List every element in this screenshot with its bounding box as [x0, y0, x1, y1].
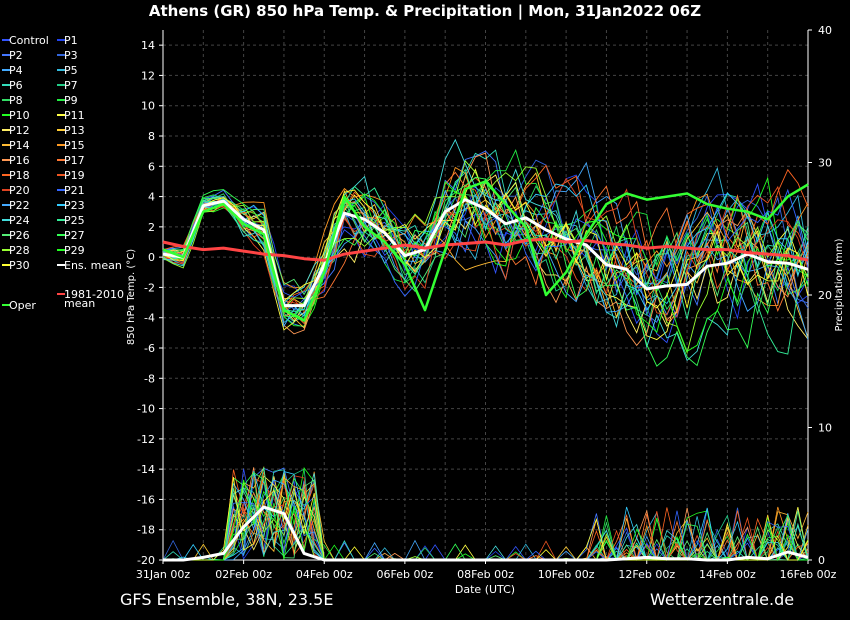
- y-tick-label: 6: [148, 160, 155, 173]
- y-tick-label: 4: [148, 191, 155, 204]
- legend-label: P10: [9, 109, 30, 122]
- x-tick-label: 10Feb 00z: [538, 568, 595, 581]
- y-tick-label: -2: [144, 281, 155, 294]
- legend-label: P11: [64, 109, 85, 122]
- y-axis-left: 14 12 10 8 6 4 2 0 -2 -4 -6 -8 -10 -12 -14 -16 -18 -20: [137, 39, 163, 567]
- climate-mean-line: [162, 237, 809, 262]
- legend: Control P1 P2 P3 P4 P5 P6 P7 P8 P9 P10 P11 P12 P13 P14…: [2, 34, 124, 312]
- source-credit: Wetterzentrale.de: [650, 590, 795, 609]
- legend-label: P23: [64, 199, 85, 212]
- y-tick-label: -16: [137, 493, 155, 506]
- legend-label: P2: [9, 49, 23, 62]
- legend-label: P8: [9, 94, 23, 107]
- legend-label: Oper: [9, 299, 36, 312]
- legend-label: P22: [9, 199, 30, 212]
- legend-label: P29: [64, 244, 85, 257]
- x-tick-label: 31Jan 00z: [136, 568, 190, 581]
- legend-label: P20: [9, 184, 30, 197]
- x-tick-label: 12Feb 00z: [618, 568, 675, 581]
- x-tick-label: 08Feb 00z: [457, 568, 514, 581]
- legend-label: P7: [64, 79, 78, 92]
- y2-tick-label: 20: [818, 289, 832, 302]
- ensemble-member-line: [162, 189, 809, 340]
- legend-label: Control: [9, 34, 49, 47]
- y-tick-label: -10: [137, 403, 155, 416]
- legend-label: P25: [64, 214, 85, 227]
- legend-label: P12: [9, 124, 30, 137]
- y-tick-label: 14: [141, 39, 155, 52]
- y-axis-left-label: 850 hPa Temp. (°C): [126, 249, 137, 345]
- legend-label: P19: [64, 169, 85, 182]
- ensemble-member-line: [162, 159, 809, 355]
- legend-label: P30: [9, 259, 30, 272]
- y-tick-label: -12: [137, 433, 155, 446]
- y-tick-label: -18: [137, 524, 155, 537]
- y-tick-label: 12: [141, 69, 155, 82]
- x-tick-label: 14Feb 00z: [699, 568, 756, 581]
- y-axis-right-label: Precipitation (mm): [834, 238, 845, 331]
- legend-label: P14: [9, 139, 30, 152]
- y-tick-label: -4: [144, 312, 155, 325]
- x-tick-label: 06Feb 00z: [377, 568, 434, 581]
- x-tick-label: 04Feb 00z: [296, 568, 353, 581]
- model-info: GFS Ensemble, 38N, 23.5E: [120, 590, 334, 609]
- y-tick-label: -20: [137, 554, 155, 567]
- legend-label: P27: [64, 229, 85, 242]
- legend-label: 1981-2010: [64, 288, 124, 301]
- y2-tick-label: 10: [818, 422, 832, 435]
- ensemble-member-line: [162, 168, 809, 355]
- y-tick-label: 0: [148, 251, 155, 264]
- y-tick-label: -14: [137, 463, 155, 476]
- legend-label: Ens. mean: [64, 259, 122, 272]
- legend-label: P16: [9, 154, 30, 167]
- y2-tick-label: 0: [818, 554, 825, 567]
- y-tick-label: -6: [144, 342, 155, 355]
- legend-label: P18: [9, 169, 30, 182]
- y-axis-right: 40 30 20 10 0: [808, 24, 832, 567]
- legend-label: P24: [9, 214, 30, 227]
- legend-label: mean: [64, 297, 95, 310]
- legend-label: P1: [64, 34, 78, 47]
- chart-title: Athens (GR) 850 hPa Temp. & Precipitatio…: [148, 2, 702, 20]
- legend-label: P4: [9, 64, 23, 77]
- y-tick-label: 2: [148, 221, 155, 234]
- legend-label: P28: [9, 244, 30, 257]
- x-axis-label: Date (UTC): [455, 583, 515, 596]
- legend-label: P3: [64, 49, 78, 62]
- x-tick-label: 16Feb 00z: [780, 568, 837, 581]
- legend-label: P26: [9, 229, 30, 242]
- ensemble-member-line: [163, 183, 809, 317]
- legend-label: P15: [64, 139, 85, 152]
- y-tick-label: 10: [141, 100, 155, 113]
- y-tick-label: -8: [144, 372, 155, 385]
- legend-label: P21: [64, 184, 85, 197]
- main-series: [162, 180, 809, 562]
- x-tick-label: 02Feb 00z: [215, 568, 272, 581]
- legend-label: P5: [64, 64, 78, 77]
- legend-label: P9: [64, 94, 78, 107]
- y2-tick-label: 40: [818, 24, 832, 37]
- grid: [162, 30, 809, 561]
- legend-label: P17: [64, 154, 85, 167]
- y-tick-label: 8: [148, 130, 155, 143]
- legend-label: P13: [64, 124, 85, 137]
- oper-run-line: [162, 180, 809, 322]
- y2-tick-label: 30: [818, 157, 832, 170]
- x-axis: 31Jan 00z 02Feb 00z 04Feb 00z 06Feb 00z 08Fe…: [136, 560, 837, 581]
- ensemble-mean-precip-line: [163, 505, 809, 562]
- legend-label: P6: [9, 79, 23, 92]
